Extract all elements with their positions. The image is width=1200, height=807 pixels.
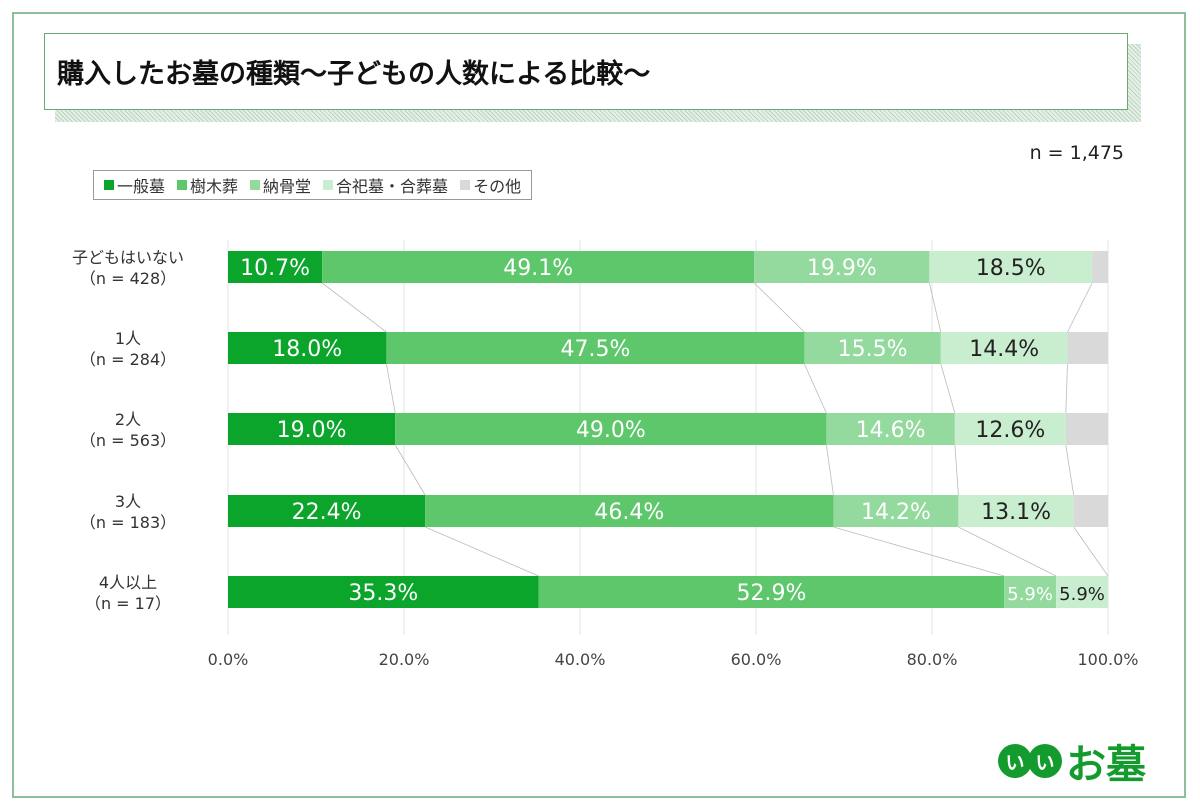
series-line <box>940 363 956 414</box>
bar-segment <box>826 413 955 445</box>
logo: いいお墓 <box>998 732 1146 790</box>
bar-segment <box>754 251 930 283</box>
data-label: 46.4% <box>594 500 664 525</box>
bar-segment <box>1065 413 1108 445</box>
series-line <box>928 282 942 333</box>
legend-item: 一般墓 <box>104 173 165 197</box>
chart-title: 購入したお墓の種類～子どもの人数による比較～ <box>57 59 651 90</box>
bar-segment <box>228 332 387 364</box>
series-line <box>804 363 827 414</box>
legend-item: その他 <box>460 173 521 197</box>
data-label: 18.5% <box>976 256 1046 281</box>
x-tick-label: 0.0% <box>208 650 249 669</box>
bar-segment <box>425 495 834 527</box>
legend-label: その他 <box>473 177 522 196</box>
bar-segment <box>940 332 1068 364</box>
bar-segment <box>1092 251 1108 283</box>
series-line <box>954 444 959 496</box>
data-label: 14.2% <box>861 500 931 525</box>
bar-segment <box>958 495 1074 527</box>
data-label: 14.6% <box>856 418 926 443</box>
bar-segment <box>228 495 426 527</box>
bar-segment <box>228 576 539 608</box>
data-label: 47.5% <box>560 337 630 362</box>
x-tick-label: 40.0% <box>555 650 606 669</box>
series-line <box>1065 363 1068 414</box>
bar-segment <box>395 413 827 445</box>
category-label: （n = 563） <box>80 431 176 450</box>
title-box: 購入したお墓の種類～子どもの人数による比較～ <box>44 33 1128 110</box>
series-line <box>958 526 1057 577</box>
x-tick-label: 80.0% <box>907 650 958 669</box>
series-line <box>1073 526 1109 577</box>
series-line <box>424 526 539 577</box>
series-line <box>826 444 834 496</box>
bar-segment <box>386 332 805 364</box>
data-label: 49.0% <box>576 418 646 443</box>
series-line <box>753 282 805 333</box>
data-label: 52.9% <box>736 581 806 606</box>
bar-segment <box>1067 332 1108 364</box>
legend-item: 樹木葬 <box>177 173 238 197</box>
bar-segment <box>1056 576 1108 608</box>
data-label: 19.0% <box>277 418 347 443</box>
bar-segment <box>1073 495 1108 527</box>
data-label: 12.6% <box>975 418 1045 443</box>
legend-label: 樹木葬 <box>190 177 239 196</box>
data-label: 19.9% <box>807 256 877 281</box>
data-label: 14.4% <box>969 337 1039 362</box>
bar-segment <box>228 413 396 445</box>
category-label: 1人 <box>115 329 141 348</box>
x-tick-label: 20.0% <box>379 650 430 669</box>
bar-segment <box>954 413 1066 445</box>
series-line <box>394 444 426 496</box>
bar-segment <box>322 251 755 283</box>
x-tick-label: 100.0% <box>1077 650 1138 669</box>
legend-swatch <box>323 180 334 190</box>
data-label: 15.5% <box>838 337 908 362</box>
category-label: （n = 183） <box>80 513 176 532</box>
data-label: 22.4% <box>292 500 362 525</box>
legend-item: 合祀墓・合葬墓 <box>323 173 448 197</box>
data-label: 5.9% <box>1059 584 1105 605</box>
category-label: （n = 17） <box>85 594 171 613</box>
legend-swatch <box>250 180 261 190</box>
legend-swatch <box>177 180 188 190</box>
series-line <box>833 526 1005 577</box>
legend-swatch <box>104 180 114 190</box>
legend-swatch <box>460 180 471 190</box>
data-label: 35.3% <box>348 581 418 606</box>
data-label: 13.1% <box>981 500 1051 525</box>
category-label: （n = 284） <box>80 350 176 369</box>
legend: 一般墓 樹木葬 納骨堂 合祀墓・合葬墓 その他 <box>93 170 533 200</box>
category-label: 4人以上 <box>99 573 157 592</box>
data-label: 5.9% <box>1007 584 1053 605</box>
series-line <box>386 363 396 414</box>
series-line <box>1065 444 1075 496</box>
legend-label: 一般墓 <box>117 177 166 196</box>
series-line <box>321 282 387 333</box>
series-line <box>1067 282 1093 333</box>
legend-label: 納骨堂 <box>263 177 312 196</box>
data-label: 18.0% <box>272 337 342 362</box>
category-label: 子どもはいない <box>72 248 184 267</box>
category-label: 2人 <box>115 410 141 429</box>
bar-segment <box>804 332 941 364</box>
data-label: 49.1% <box>503 256 573 281</box>
x-tick-label: 60.0% <box>731 650 782 669</box>
sample-size: n = 1,475 <box>1029 142 1124 164</box>
legend-label: 合祀墓・合葬墓 <box>336 177 449 196</box>
chart-frame <box>12 12 1186 798</box>
bar-segment <box>833 495 959 527</box>
category-label: 3人 <box>115 492 141 511</box>
data-label: 10.7% <box>240 256 310 281</box>
legend-item: 納骨堂 <box>250 173 311 197</box>
bar-segment <box>538 576 1005 608</box>
bar-segment <box>228 251 323 283</box>
bar-segment <box>1004 576 1057 608</box>
bar-segment <box>929 251 1093 283</box>
category-label: （n = 428） <box>80 269 176 288</box>
